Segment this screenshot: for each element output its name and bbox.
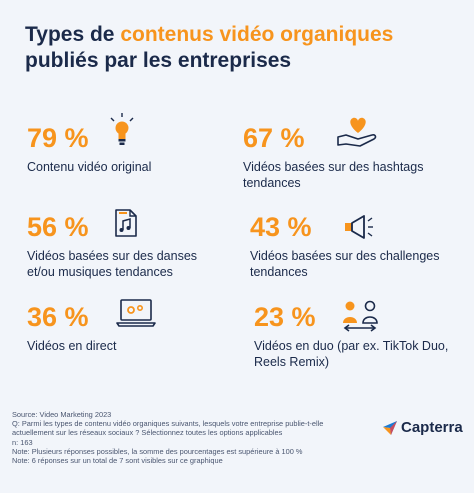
stat-label: Vidéos basées sur des hashtags tendances xyxy=(243,160,424,190)
footer-note-1: Note: Plusieurs réponses possibles, la s… xyxy=(12,446,303,456)
stat-duo-videos: 23 % Vidéos en duo (par ex. TikTok Duo, … xyxy=(254,302,459,370)
duo-people-icon xyxy=(343,300,378,332)
stat-value: 43 % xyxy=(250,212,312,242)
stat-value: 67 % xyxy=(243,123,305,153)
stat-value: 56 % xyxy=(27,212,89,242)
stat-label: Vidéos basées sur des danses et/ou musiq… xyxy=(27,249,198,279)
stat-challenge-videos: 43 % Vidéos basées sur des challenges te… xyxy=(250,212,455,280)
title-highlight: contenus vidéo organiques xyxy=(120,23,394,46)
music-file-icon xyxy=(115,209,137,237)
lightbulb-icon xyxy=(110,113,134,145)
stat-label: Vidéos en duo (par ex. TikTok Duo, Reels… xyxy=(254,339,449,369)
stat-value: 79 % xyxy=(27,123,89,153)
stat-original-content: 79 % Contenu vidéo original xyxy=(27,123,217,175)
page-title: Types de contenus vidéo organiques publi… xyxy=(25,22,455,74)
footer-note-2: Note: 6 réponses sur un total de 7 sont … xyxy=(12,456,223,466)
footer-source: Source: Video Marketing 2023 xyxy=(12,410,112,419)
megaphone-icon xyxy=(345,215,373,239)
capterra-logo: Capterra xyxy=(382,419,463,436)
footer-sample-size: n: 163 xyxy=(12,437,33,447)
footer-notes: Source: Video Marketing 2023 Q: Parmi le… xyxy=(12,410,362,465)
stat-label: Contenu vidéo original xyxy=(27,160,152,174)
laptop-icon xyxy=(116,299,156,327)
title-part2: publiés par les entreprises xyxy=(25,49,292,72)
stat-label: Vidéos en direct xyxy=(27,339,117,353)
stat-dance-music-videos: 56 % Vidéos basées sur des danses et/ou … xyxy=(27,212,227,280)
stat-label: Vidéos basées sur des challenges tendanc… xyxy=(250,249,440,279)
stat-value: 36 % xyxy=(27,302,89,332)
footer-question: Q: Parmi les types de contenu vidéo orga… xyxy=(12,419,324,438)
title-part1: Types de xyxy=(25,23,121,46)
stat-hashtag-videos: 67 % Vidéos basées sur des hashtags tend… xyxy=(243,123,453,191)
capterra-logo-text: Capterra xyxy=(401,419,463,436)
stat-value: 23 % xyxy=(254,302,316,332)
hand-heart-icon xyxy=(337,117,377,147)
capterra-arrow-icon xyxy=(383,420,397,435)
stat-live-videos: 36 % Vidéos en direct xyxy=(27,302,217,354)
